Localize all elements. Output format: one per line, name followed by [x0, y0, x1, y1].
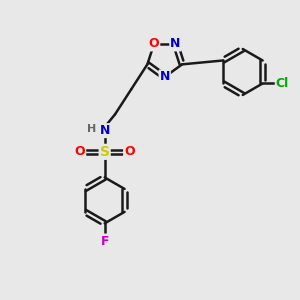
Text: S: S: [100, 145, 110, 159]
Text: N: N: [170, 38, 181, 50]
Text: O: O: [124, 145, 135, 158]
Text: F: F: [100, 235, 109, 248]
Text: O: O: [149, 38, 159, 50]
Text: N: N: [160, 70, 170, 83]
Text: O: O: [75, 145, 85, 158]
Text: H: H: [87, 124, 97, 134]
Text: N: N: [100, 124, 110, 137]
Text: Cl: Cl: [276, 77, 289, 90]
